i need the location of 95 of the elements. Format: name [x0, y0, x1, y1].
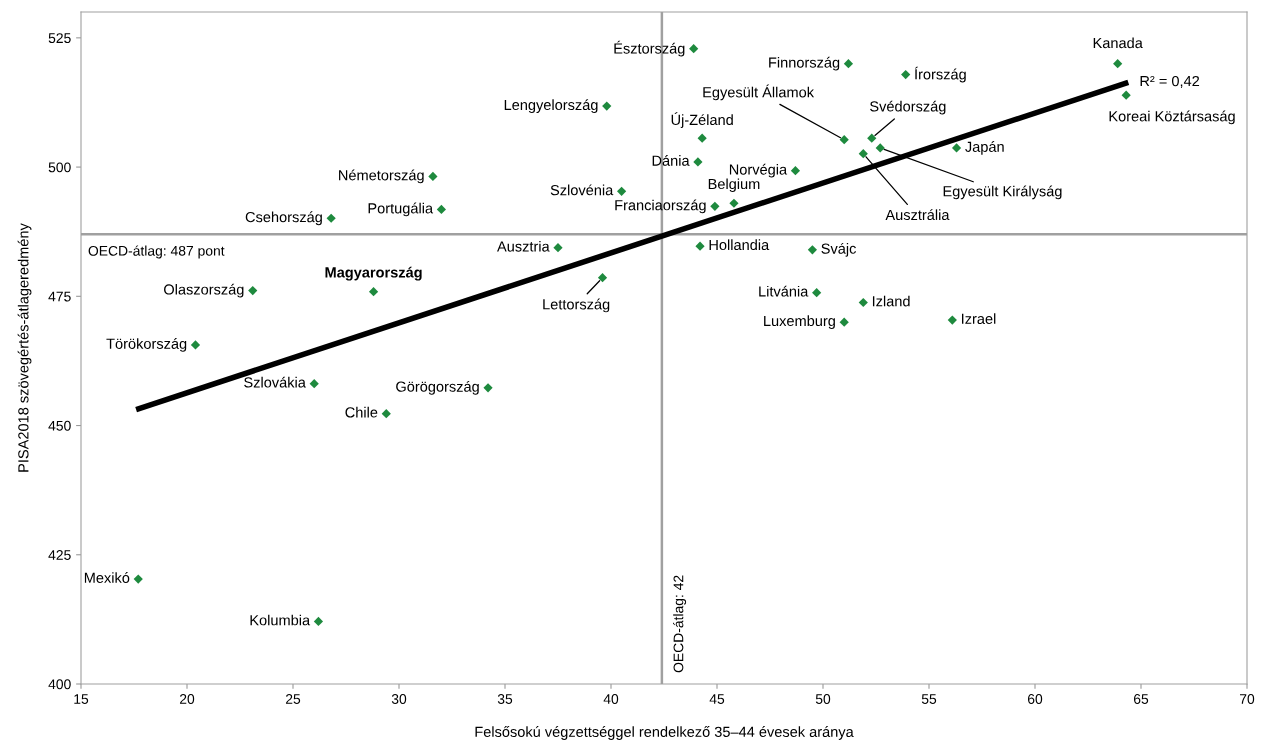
point: [689, 44, 699, 54]
point: [812, 288, 822, 298]
point: [133, 574, 143, 584]
point: [843, 59, 854, 69]
annotation: Kanada: [1093, 37, 1143, 49]
point: [858, 149, 868, 159]
point: [313, 616, 324, 627]
point: [839, 135, 849, 145]
point: [729, 198, 739, 208]
annotation: Magyarország: [325, 266, 422, 281]
annotation: Svédország: [870, 100, 946, 115]
x-tick-label: 60: [1027, 694, 1043, 704]
annotation: Szlovákia: [244, 376, 306, 388]
x-tick-label: 50: [815, 694, 831, 704]
point: [947, 315, 957, 325]
annotation: Ausztria: [497, 240, 550, 252]
annotation: Hollandia: [709, 239, 770, 251]
point: [790, 166, 801, 176]
x-tick-label: 15: [74, 694, 89, 704]
y-axis-title: PISA2018 szövegértés-átlageredmény: [17, 223, 32, 472]
x-tick-label: 70: [1239, 694, 1255, 704]
point: [553, 243, 563, 253]
annotation: Németország: [339, 169, 424, 184]
annotation: Kolumbia: [250, 614, 311, 626]
annotation: Csehország: [245, 211, 322, 226]
annotation: R² = 0,42: [1140, 75, 1200, 88]
annotation: Lengyelország: [504, 99, 598, 113]
point: [602, 101, 612, 111]
annotation: Új-Zéland: [671, 112, 733, 128]
annotation: Franciaország: [615, 199, 706, 214]
y-tick-label: 425: [48, 550, 71, 560]
point: [839, 317, 849, 327]
x-tick-label: 20: [179, 694, 195, 704]
annotation: Norvégia: [729, 163, 788, 178]
point: [697, 133, 707, 143]
y-tick-label: 475: [48, 291, 71, 302]
annotation: Litvánia: [759, 285, 809, 297]
annotation: Törökország: [106, 338, 187, 352]
annotation: Egyesült Államok: [703, 84, 815, 101]
annotation: Lettország: [543, 298, 610, 313]
point: [807, 245, 818, 255]
ref-line-label: OECD-átlag: 42: [672, 575, 687, 673]
point: [436, 204, 447, 215]
annotation: Luxemburg: [764, 315, 835, 329]
y-tick-label: 500: [48, 162, 71, 173]
y-tick-label: 525: [48, 33, 71, 44]
point: [597, 273, 608, 283]
point: [951, 143, 962, 153]
y-tick-label: 450: [48, 420, 71, 431]
annotation: Ausztrália: [885, 209, 950, 221]
point: [616, 186, 627, 196]
x-tick-label: 35: [497, 694, 513, 704]
x-tick-label: 40: [603, 694, 619, 704]
annotation: Portugália: [368, 202, 434, 217]
annotation: Olaszország: [164, 283, 244, 298]
point: [710, 201, 720, 211]
annotation: Írország: [915, 66, 966, 83]
annotation: Dánia: [652, 154, 690, 166]
annotation: Görögország: [396, 380, 479, 395]
point: [867, 133, 877, 143]
point: [1121, 90, 1131, 100]
point: [875, 143, 885, 153]
point: [1113, 59, 1123, 69]
point: [901, 69, 911, 80]
annotation: Izrael: [962, 313, 996, 324]
annotation: Japán: [965, 141, 1004, 155]
annotation: Észtország: [614, 40, 685, 57]
point: [695, 241, 705, 251]
point: [368, 287, 379, 297]
point: [693, 157, 703, 167]
x-tick-label: 45: [709, 694, 725, 704]
x-tick-label: 25: [285, 694, 301, 704]
annotation: Chile: [345, 406, 378, 418]
point: [190, 340, 201, 350]
point: [858, 297, 868, 308]
y-tick-label: 400: [48, 679, 71, 690]
x-axis-title: Felsősokú végzettséggel rendelkező 35–44 évesek aránya: [475, 726, 854, 740]
annotation: Svájc: [821, 242, 857, 257]
point: [326, 213, 336, 223]
annotation: Egyesült Királyság: [943, 185, 1062, 200]
point: [483, 383, 493, 393]
point: [248, 286, 258, 296]
x-tick-label: 55: [921, 694, 937, 704]
x-tick-label: 65: [1133, 694, 1149, 704]
annotation: Koreai Köztársaság: [1109, 110, 1235, 125]
annotation: Mexikó: [84, 572, 130, 583]
point: [381, 409, 391, 419]
ref-line-label: OECD-átlag: 487 pont: [88, 245, 225, 259]
annotation: Belgium: [708, 178, 760, 192]
point: [428, 171, 438, 181]
annotation: Finnország: [769, 56, 840, 71]
point: [309, 379, 319, 389]
annotation: Izland: [872, 295, 910, 307]
x-tick-label: 30: [391, 694, 407, 704]
annotation: Szlovénia: [550, 184, 614, 196]
